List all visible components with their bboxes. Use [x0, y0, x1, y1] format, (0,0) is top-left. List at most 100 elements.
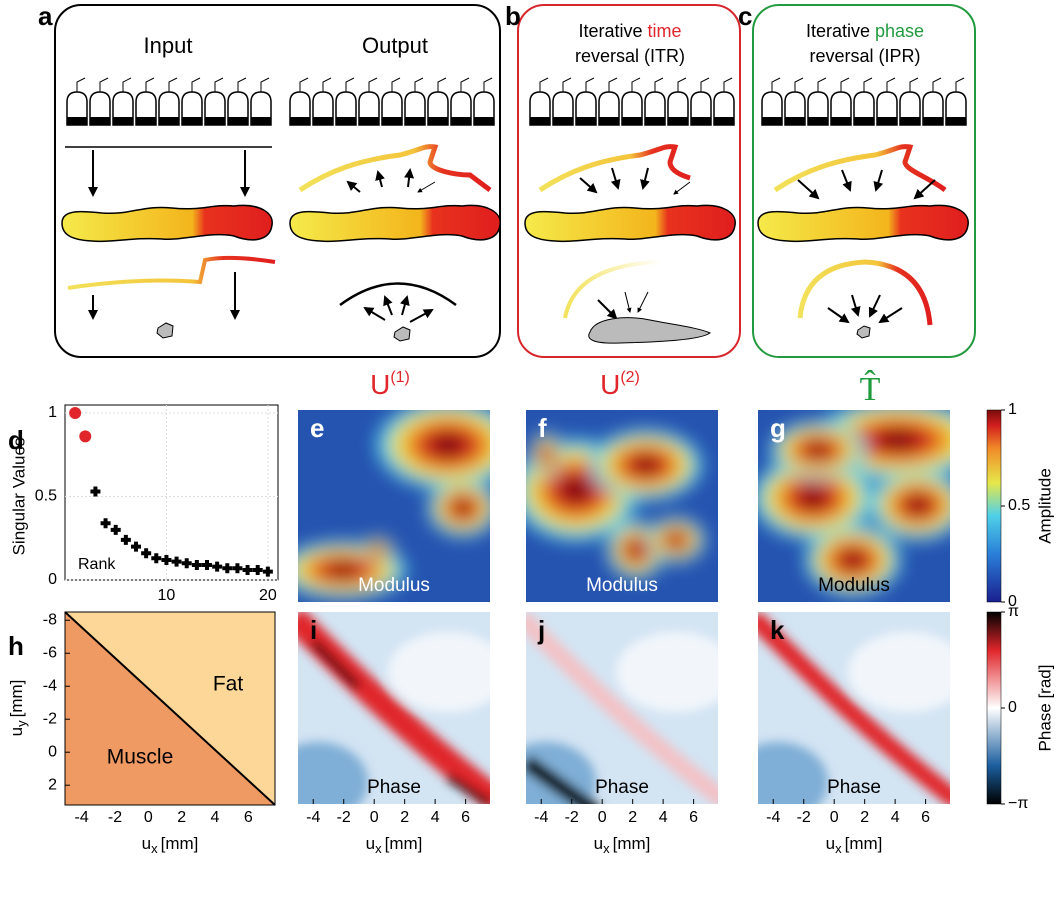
transducer-base [576, 117, 596, 125]
transducer-base [313, 117, 333, 125]
transducer [853, 91, 875, 126]
dark-patch [758, 742, 828, 804]
blob [560, 477, 592, 503]
operator-sup: (1) [390, 369, 410, 386]
map-caption: Modulus [586, 575, 658, 596]
transducer-base [762, 117, 782, 125]
x-axis-label: ux [mm] [366, 834, 423, 856]
transducer-wire [260, 77, 270, 92]
x-tick-label: 6 [921, 809, 930, 826]
y-tick-label: -4 [43, 677, 57, 694]
transducer-base [251, 117, 271, 125]
map-caption: Modulus [818, 575, 890, 596]
transducer [922, 91, 944, 126]
y-tick-label: 0.5 [35, 488, 57, 505]
blob [628, 542, 644, 558]
axes-box [64, 611, 276, 806]
point [242, 564, 253, 575]
label-main: u [142, 834, 151, 853]
blob [327, 562, 359, 578]
label-unit: [mm] [161, 834, 199, 853]
transducer [621, 91, 643, 126]
transducer-base [113, 117, 133, 125]
transducer-wire [414, 77, 424, 92]
y-tick-label: 2 [48, 776, 57, 793]
label-sub: y [14, 720, 29, 727]
transducer [181, 91, 203, 126]
title-part: Iterative [578, 21, 642, 41]
label-main: u [7, 727, 26, 736]
label-main: u [826, 834, 835, 853]
operator: U(2) [600, 369, 640, 400]
transducer-base [90, 117, 110, 125]
transducer [807, 91, 829, 126]
transducer-base [136, 117, 156, 125]
map-caption: Phase [595, 777, 649, 798]
transducer-base [622, 117, 642, 125]
x-tick-label: -2 [797, 809, 811, 826]
x-axis-label: ux [mm] [142, 834, 199, 856]
map-band [758, 612, 950, 804]
x-tick-label: 2 [860, 809, 869, 826]
point [181, 558, 192, 569]
label-sub: x [835, 841, 842, 856]
point [69, 407, 82, 419]
transducer [112, 91, 134, 126]
phase-band [298, 612, 490, 804]
panel-label: b [505, 1, 521, 31]
transducer-base [668, 117, 688, 125]
point [151, 553, 162, 564]
y-tick-label: 0 [48, 743, 57, 760]
x-tick-label: -2 [108, 809, 122, 826]
transducer-wire [391, 77, 401, 92]
map-caption: Phase [827, 777, 881, 798]
transducer-wire [368, 77, 378, 92]
x-tick-label: 6 [244, 809, 253, 826]
point [79, 430, 92, 443]
phase-band [526, 612, 718, 804]
phase-wrap [310, 639, 490, 804]
transducer-wire [840, 77, 850, 92]
light-patch [848, 632, 950, 712]
phase-band [758, 612, 950, 804]
point [131, 541, 141, 552]
transducer-base [553, 117, 573, 125]
colorbar-tick-label: 0.5 [1008, 497, 1030, 514]
operator: U(1) [370, 369, 410, 400]
blob [430, 433, 466, 457]
transducer [135, 91, 157, 126]
panel-label: k [770, 615, 785, 645]
point [262, 566, 273, 577]
panel-title: Iterative phase [806, 21, 924, 41]
transducer-wire [437, 77, 447, 92]
point [120, 534, 131, 545]
operator-base: U [370, 369, 390, 400]
map-caption: Modulus [358, 575, 430, 596]
transducer [204, 91, 226, 126]
x-tick-label: 0 [830, 809, 839, 826]
map-blobs [758, 410, 950, 596]
transducer-wire [608, 77, 618, 92]
colorbar-tick-label: −π [1008, 795, 1028, 812]
panel-label: c [738, 1, 752, 31]
transducer-base [923, 117, 943, 125]
point [90, 486, 101, 497]
title-emphasis: time [648, 21, 682, 41]
label-main: u [366, 834, 375, 853]
transducer [358, 91, 380, 126]
transducer [552, 91, 574, 126]
transducer-base [854, 117, 874, 125]
transducer-base [530, 117, 550, 125]
input-title: Input [144, 33, 193, 58]
transducer-base [405, 117, 425, 125]
tissue [524, 204, 736, 243]
panel-label: i [310, 615, 317, 645]
light-patch [388, 632, 490, 712]
y-tick-label: 1 [48, 404, 57, 421]
transducer-base [877, 117, 897, 125]
transducer-wire [99, 77, 109, 92]
transducer-base [290, 117, 310, 125]
blob [841, 551, 865, 569]
transducer-wire [585, 77, 595, 92]
x-tick-label: -2 [565, 809, 579, 826]
